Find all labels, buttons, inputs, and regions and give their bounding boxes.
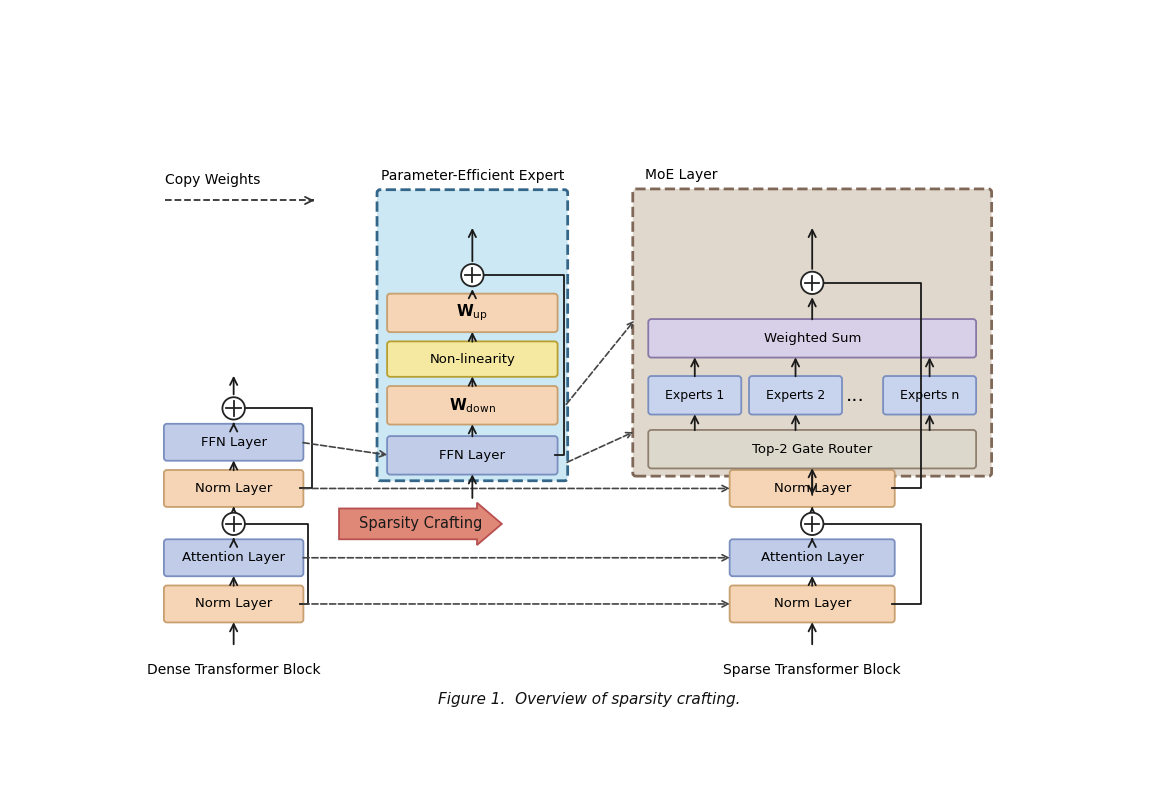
Text: Figure 1.  Overview of sparsity crafting.: Figure 1. Overview of sparsity crafting. [438, 692, 741, 707]
Text: Attention Layer: Attention Layer [760, 551, 864, 564]
FancyBboxPatch shape [749, 376, 842, 414]
FancyBboxPatch shape [729, 539, 895, 576]
Text: Dense Transformer Block: Dense Transformer Block [147, 663, 321, 678]
FancyBboxPatch shape [164, 586, 304, 622]
FancyBboxPatch shape [388, 294, 558, 332]
FancyBboxPatch shape [164, 539, 304, 576]
FancyBboxPatch shape [164, 470, 304, 507]
FancyArrow shape [339, 503, 501, 545]
Circle shape [461, 264, 484, 286]
FancyBboxPatch shape [649, 319, 976, 358]
Circle shape [222, 513, 245, 535]
Text: Norm Layer: Norm Layer [196, 482, 273, 495]
Text: MoE Layer: MoE Layer [645, 168, 718, 182]
Text: Attention Layer: Attention Layer [182, 551, 285, 564]
Text: Copy Weights: Copy Weights [166, 172, 261, 187]
Text: Norm Layer: Norm Layer [196, 598, 273, 610]
Text: FFN Layer: FFN Layer [439, 448, 505, 462]
FancyBboxPatch shape [632, 189, 991, 476]
Text: Experts 1: Experts 1 [665, 389, 724, 401]
Text: ...: ... [845, 385, 865, 405]
Text: Experts n: Experts n [900, 389, 959, 401]
Text: $\mathbf{W}$$_\mathrm{up}$: $\mathbf{W}$$_\mathrm{up}$ [457, 302, 489, 323]
FancyBboxPatch shape [649, 376, 742, 414]
Text: $\mathbf{W}$$_\mathrm{down}$: $\mathbf{W}$$_\mathrm{down}$ [448, 396, 496, 415]
Text: Experts 2: Experts 2 [766, 389, 826, 401]
FancyBboxPatch shape [883, 376, 976, 414]
Text: Norm Layer: Norm Layer [774, 598, 851, 610]
FancyBboxPatch shape [164, 424, 304, 460]
Text: FFN Layer: FFN Layer [200, 436, 267, 448]
FancyBboxPatch shape [729, 586, 895, 622]
Circle shape [222, 397, 245, 420]
Text: Sparse Transformer Block: Sparse Transformer Block [723, 663, 900, 678]
Circle shape [800, 513, 823, 535]
Text: Parameter-Efficient Expert: Parameter-Efficient Expert [381, 168, 564, 183]
Text: Sparsity Crafting: Sparsity Crafting [359, 516, 482, 531]
Circle shape [800, 271, 823, 294]
Text: Top-2 Gate Router: Top-2 Gate Router [752, 443, 873, 456]
FancyBboxPatch shape [388, 386, 558, 425]
FancyBboxPatch shape [377, 190, 568, 480]
FancyBboxPatch shape [388, 436, 558, 475]
Text: Weighted Sum: Weighted Sum [764, 332, 861, 345]
FancyBboxPatch shape [649, 430, 976, 468]
FancyBboxPatch shape [729, 470, 895, 507]
FancyBboxPatch shape [388, 342, 558, 377]
Text: Norm Layer: Norm Layer [774, 482, 851, 495]
Text: Non-linearity: Non-linearity [429, 353, 515, 365]
